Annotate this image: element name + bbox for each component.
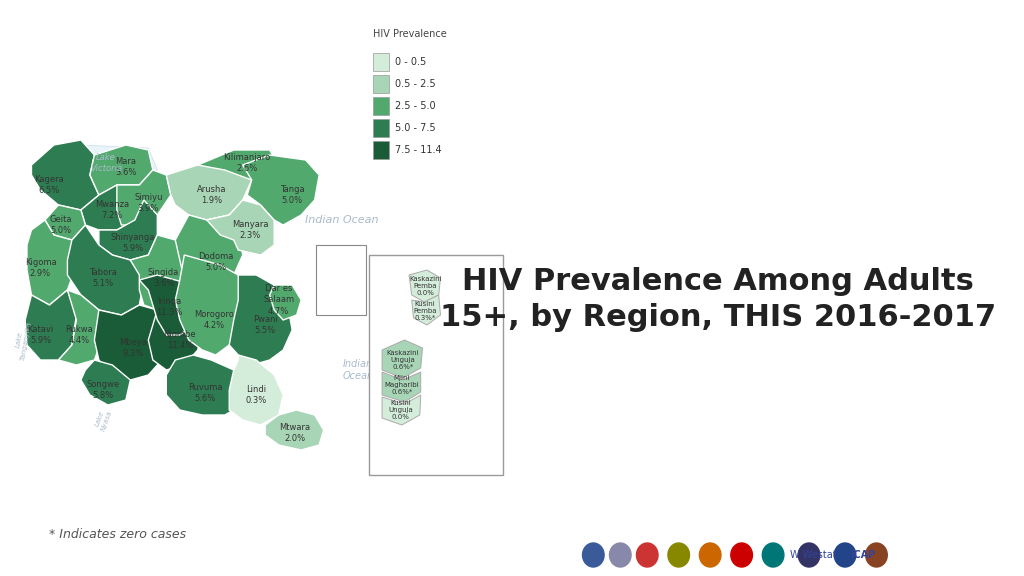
Polygon shape <box>81 185 143 230</box>
Text: Kusini
Unguja
0.0%: Kusini Unguja 0.0% <box>388 400 414 420</box>
Bar <box>373 141 389 159</box>
Polygon shape <box>382 372 421 402</box>
Text: 7.5 - 11.4: 7.5 - 11.4 <box>394 145 441 155</box>
Text: Kilimanjaro
2.6%: Kilimanjaro 2.6% <box>223 153 270 173</box>
Bar <box>373 119 389 137</box>
Polygon shape <box>94 305 166 380</box>
Polygon shape <box>265 410 324 450</box>
Polygon shape <box>148 300 203 370</box>
Polygon shape <box>139 275 203 335</box>
Text: Kaskazini
Unguja
0.6%*: Kaskazini Unguja 0.6%* <box>386 350 419 370</box>
Text: ICAP: ICAP <box>850 550 876 560</box>
Text: W Westat: W Westat <box>791 550 837 560</box>
Polygon shape <box>90 145 153 195</box>
Polygon shape <box>175 215 243 295</box>
Polygon shape <box>27 220 77 305</box>
Polygon shape <box>166 355 247 415</box>
Polygon shape <box>243 155 319 225</box>
Polygon shape <box>409 270 440 302</box>
Polygon shape <box>229 355 284 425</box>
Text: Kagera
6.5%: Kagera 6.5% <box>35 175 65 195</box>
Text: 5.0 - 7.5: 5.0 - 7.5 <box>394 123 435 133</box>
FancyBboxPatch shape <box>369 255 504 475</box>
Text: Morogoro
4.2%: Morogoro 4.2% <box>194 310 233 330</box>
Text: Mwanza
7.2%: Mwanza 7.2% <box>95 200 129 220</box>
Text: Kaskazini
Pemba
0.0%: Kaskazini Pemba 0.0% <box>409 276 441 296</box>
Polygon shape <box>382 340 423 378</box>
Text: Geita
5.0%: Geita 5.0% <box>50 215 73 235</box>
Circle shape <box>637 543 658 567</box>
Text: Kigoma
2.9%: Kigoma 2.9% <box>25 258 56 278</box>
Text: Dar es
Salaam
4.7%: Dar es Salaam 4.7% <box>263 285 294 316</box>
Text: 2.5 - 5.0: 2.5 - 5.0 <box>394 101 435 111</box>
Text: HIV Prevalence: HIV Prevalence <box>373 29 446 39</box>
Polygon shape <box>269 285 301 320</box>
Text: Iringa
11.3%: Iringa 11.3% <box>156 297 182 317</box>
Text: Lake
Nyasa: Lake Nyasa <box>93 408 114 433</box>
Text: Shinyanga
5.9%: Shinyanga 5.9% <box>111 233 156 253</box>
Circle shape <box>865 543 887 567</box>
Text: Pwani
5.5%: Pwani 5.5% <box>253 315 278 335</box>
Circle shape <box>731 543 753 567</box>
Circle shape <box>762 543 784 567</box>
Polygon shape <box>45 205 85 240</box>
Text: Kusini
Pemba
0.3%*: Kusini Pemba 0.3%* <box>414 301 437 321</box>
Text: Mbeya
9.3%: Mbeya 9.3% <box>119 338 147 358</box>
Text: Manyara
2.3%: Manyara 2.3% <box>231 220 268 240</box>
Polygon shape <box>382 395 421 425</box>
Bar <box>373 53 389 71</box>
Text: Tanga
5.0%: Tanga 5.0% <box>280 185 304 205</box>
Text: Rukwa
4.4%: Rukwa 4.4% <box>66 325 93 345</box>
Text: Simiyu
3.9%: Simiyu 3.9% <box>134 193 163 213</box>
Bar <box>373 75 389 93</box>
Text: Lindi
0.3%: Lindi 0.3% <box>246 385 267 405</box>
Polygon shape <box>198 150 279 180</box>
Text: Tabora
5.1%: Tabora 5.1% <box>89 268 118 288</box>
Polygon shape <box>412 295 440 325</box>
Polygon shape <box>166 165 252 220</box>
Polygon shape <box>229 275 292 365</box>
Polygon shape <box>99 200 158 260</box>
Text: 0.5 - 2.5: 0.5 - 2.5 <box>394 79 435 89</box>
Polygon shape <box>175 255 247 355</box>
Polygon shape <box>130 235 184 310</box>
Text: Lake
Victoria: Lake Victoria <box>90 153 122 173</box>
Text: Katavi
5.9%: Katavi 5.9% <box>28 325 53 345</box>
Polygon shape <box>32 140 99 210</box>
Text: Arusha
1.9%: Arusha 1.9% <box>197 185 226 205</box>
Text: Songwe
5.8%: Songwe 5.8% <box>87 380 120 400</box>
Bar <box>316 245 366 315</box>
Text: Singida
3.6%: Singida 3.6% <box>148 268 179 288</box>
Polygon shape <box>68 225 143 315</box>
Bar <box>373 97 389 115</box>
Text: Mjini
Magharibi
0.6%*: Mjini Magharibi 0.6%* <box>385 375 419 395</box>
Text: HIV Prevalence Among Adults
15+, by Region, THIS 2016-2017: HIV Prevalence Among Adults 15+, by Regi… <box>440 267 996 332</box>
Text: Mtwara
2.0%: Mtwara 2.0% <box>280 423 310 443</box>
Polygon shape <box>77 145 158 225</box>
Text: Indian Ocean: Indian Ocean <box>305 215 378 225</box>
Text: Indian
Ocean: Indian Ocean <box>342 359 374 381</box>
Circle shape <box>583 543 604 567</box>
Circle shape <box>609 543 631 567</box>
Polygon shape <box>207 200 274 255</box>
Text: Mara
3.6%: Mara 3.6% <box>115 157 136 177</box>
Text: * Indicates zero cases: * Indicates zero cases <box>49 529 186 541</box>
Polygon shape <box>58 290 103 365</box>
Circle shape <box>699 543 721 567</box>
Circle shape <box>668 543 689 567</box>
Polygon shape <box>26 290 77 360</box>
Text: Dodoma
5.0%: Dodoma 5.0% <box>198 252 233 272</box>
Text: Njombe
11.4%: Njombe 11.4% <box>164 330 197 350</box>
Text: Lake
Tanganyika: Lake Tanganyika <box>12 319 33 361</box>
Text: 0 - 0.5: 0 - 0.5 <box>394 57 426 67</box>
Circle shape <box>835 543 856 567</box>
Text: Ruvuma
5.6%: Ruvuma 5.6% <box>187 383 222 403</box>
Circle shape <box>799 543 820 567</box>
Polygon shape <box>81 360 130 405</box>
Polygon shape <box>117 170 171 225</box>
